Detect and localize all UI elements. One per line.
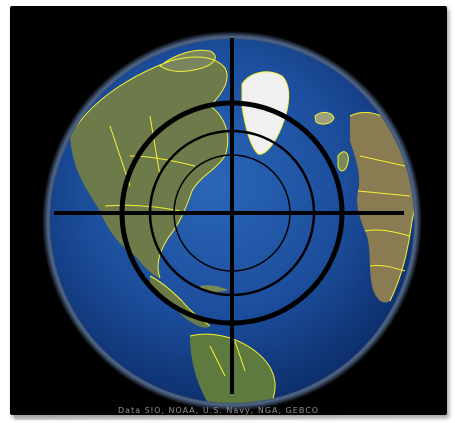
iceland [315,112,334,125]
attribution-text: Data SIO, NOAA, U.S. Navy, NGA, GEBCO [118,406,320,415]
arctic-islands [160,50,216,72]
europe-africa [350,112,414,303]
globe-scene [42,31,422,411]
british-isles [338,151,349,171]
globe-viewport: Data SIO, NOAA, U.S. Navy, NGA, GEBCO [10,6,447,415]
crosshair [54,38,404,394]
